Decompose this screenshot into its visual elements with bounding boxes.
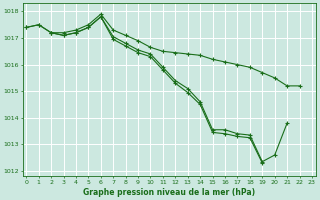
X-axis label: Graphe pression niveau de la mer (hPa): Graphe pression niveau de la mer (hPa) xyxy=(83,188,255,197)
